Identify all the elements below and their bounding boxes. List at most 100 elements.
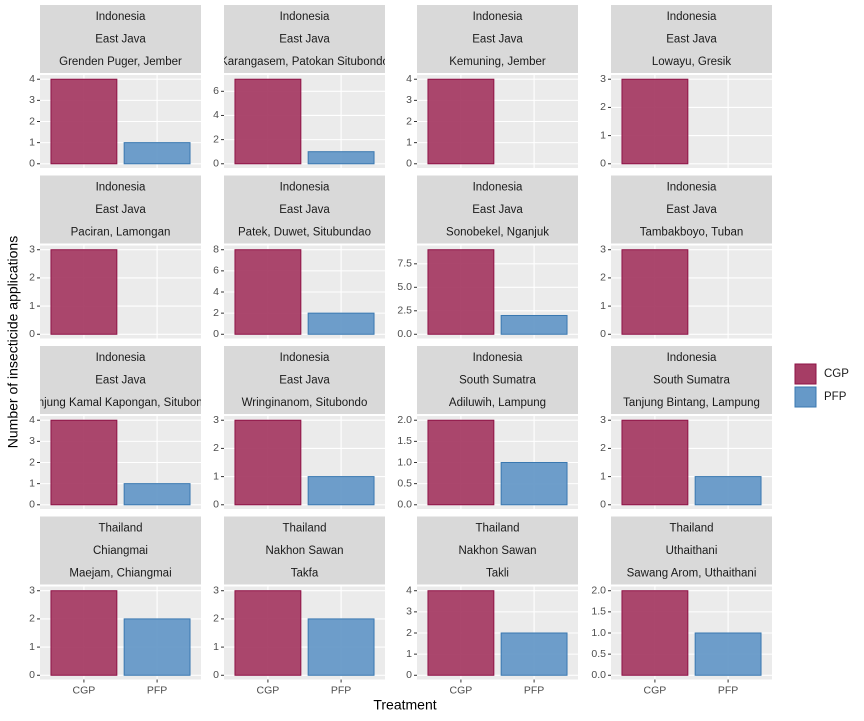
strip-background <box>224 516 385 585</box>
y-tick-label: 4 <box>29 73 35 85</box>
strip-label: Takli <box>486 568 509 580</box>
facet: Indonesia East Java Karangasem, Patokan Si… <box>213 5 385 170</box>
bar <box>500 462 568 506</box>
bar <box>427 590 495 676</box>
y-tick-label: 3 <box>600 414 606 426</box>
strip-label: Sawang Arom, Uthaithani <box>627 568 757 580</box>
strip-background <box>224 175 385 244</box>
y-tick-label: 2 <box>600 442 606 454</box>
y-tick-label: 0 <box>600 328 606 340</box>
strip-label: Sonobekel, Nganjuk <box>446 227 549 239</box>
strip-background <box>611 516 772 585</box>
strip-background <box>417 516 578 585</box>
facet: Thailand Uthaithani Sawang Arom, Uthaithan… <box>591 516 772 696</box>
bar <box>621 78 689 165</box>
strip-label: Indonesia <box>473 11 523 23</box>
strip-label: East Java <box>279 204 330 216</box>
strip-background <box>611 346 772 414</box>
bar <box>50 78 118 165</box>
y-tick-label: 1.0 <box>397 456 412 468</box>
x-tick-label: PFP <box>147 684 167 696</box>
strip-label: Uthaithani <box>666 545 718 557</box>
y-tick-label: 0.0 <box>397 328 412 340</box>
facet: Indonesia East Java Lowayu, Gresik 0 1 2 3 <box>600 5 772 170</box>
strip-label: Indonesia <box>280 182 330 194</box>
strip-label: East Java <box>472 204 523 216</box>
y-tick-label: 3 <box>600 73 606 85</box>
strip-background <box>40 5 201 73</box>
strip-background <box>417 5 578 73</box>
x-tick-label: PFP <box>331 684 351 696</box>
bar <box>427 78 495 165</box>
bar <box>123 142 191 165</box>
bar <box>123 483 191 506</box>
facet: Thailand Nakhon Sawan Takli 0 1 2 3 4 CGP PFP <box>406 516 578 696</box>
y-tick-label: 5.0 <box>397 281 412 293</box>
y-tick-label: 0 <box>29 158 35 170</box>
strip-label: South Sumatra <box>459 375 536 387</box>
bar <box>123 618 191 676</box>
y-tick-label: 2 <box>29 613 35 625</box>
y-tick-label: 2 <box>600 272 606 284</box>
facet: Thailand Chiangmai Maejam, Chiangmai 0 1 2 3 CG… <box>29 516 201 696</box>
strip-label: Patek, Duwet, Situbundao <box>238 227 371 239</box>
x-tick-label: CGP <box>644 684 667 696</box>
strip-label: Thailand <box>282 523 326 535</box>
y-tick-label: 0 <box>406 669 412 681</box>
strip-label: East Java <box>472 34 523 46</box>
y-tick-label: 2 <box>213 613 219 625</box>
y-tick-label: 7.5 <box>397 258 412 270</box>
bar <box>234 78 302 165</box>
y-tick-label: 4 <box>406 73 412 85</box>
bar <box>694 476 762 506</box>
facet: Thailand Nakhon Sawan Takfa 0 1 2 3 CGP PFP <box>213 516 385 696</box>
strip-label: East Java <box>95 34 146 46</box>
y-tick-label: 1.5 <box>591 606 606 618</box>
strip-label: Indonesia <box>667 11 717 23</box>
strip-label: Tanjung Bintang, Lampung <box>623 397 760 409</box>
strip-label: Thailand <box>475 523 519 535</box>
facet: Indonesia South Sumatra Tanjung Bintang, L… <box>600 346 772 511</box>
y-tick-label: 1 <box>600 129 606 141</box>
bar <box>500 314 568 335</box>
x-tick-label: PFP <box>718 684 738 696</box>
legend-label: PFP <box>824 391 847 403</box>
y-tick-label: 2 <box>406 627 412 639</box>
bar <box>50 590 118 676</box>
strip-label: Indonesia <box>280 352 330 364</box>
y-tick-label: 2 <box>29 272 35 284</box>
facet: Indonesia East Java Sonobekel, Nganjuk 0.0 2… <box>397 175 578 340</box>
x-tick-label: CGP <box>450 684 473 696</box>
y-tick-label: 3 <box>600 244 606 256</box>
y-tick-label: 0 <box>406 158 412 170</box>
strip-label: Tambakboyo, Tuban <box>640 227 744 239</box>
bar <box>621 249 689 335</box>
bar <box>500 632 568 676</box>
strip-label: Chiangmai <box>93 545 148 557</box>
y-tick-label: 2 <box>213 133 219 145</box>
strip-label: Indonesia <box>667 352 717 364</box>
bar <box>307 618 375 676</box>
y-tick-label: 0 <box>213 158 219 170</box>
y-tick-label: 3 <box>213 414 219 426</box>
strip-label: East Java <box>279 34 330 46</box>
strip-label: East Java <box>95 204 146 216</box>
strip-label: East Java <box>95 375 146 387</box>
y-tick-label: 1.0 <box>591 627 606 639</box>
y-tick-label: 2 <box>213 442 219 454</box>
legend-swatch <box>794 363 817 385</box>
y-axis-title: Number of insecticide applications <box>5 236 21 448</box>
strip-background <box>40 346 201 414</box>
strip-label: Tanjung Kamal Kapongan, Situbondo <box>26 397 216 409</box>
strip-label: Thailand <box>669 523 713 535</box>
facet: Indonesia East Java Wringinanom, Situbondo… <box>213 346 385 511</box>
y-tick-label: 1 <box>213 470 219 482</box>
y-tick-label: 4 <box>29 414 35 426</box>
y-tick-label: 4 <box>406 585 412 597</box>
y-tick-label: 1 <box>406 136 412 148</box>
legend-label: CGP <box>824 368 849 380</box>
strip-label: Takfa <box>291 568 319 580</box>
y-tick-label: 0 <box>29 669 35 681</box>
strip-label: Grenden Puger, Jember <box>59 56 182 68</box>
